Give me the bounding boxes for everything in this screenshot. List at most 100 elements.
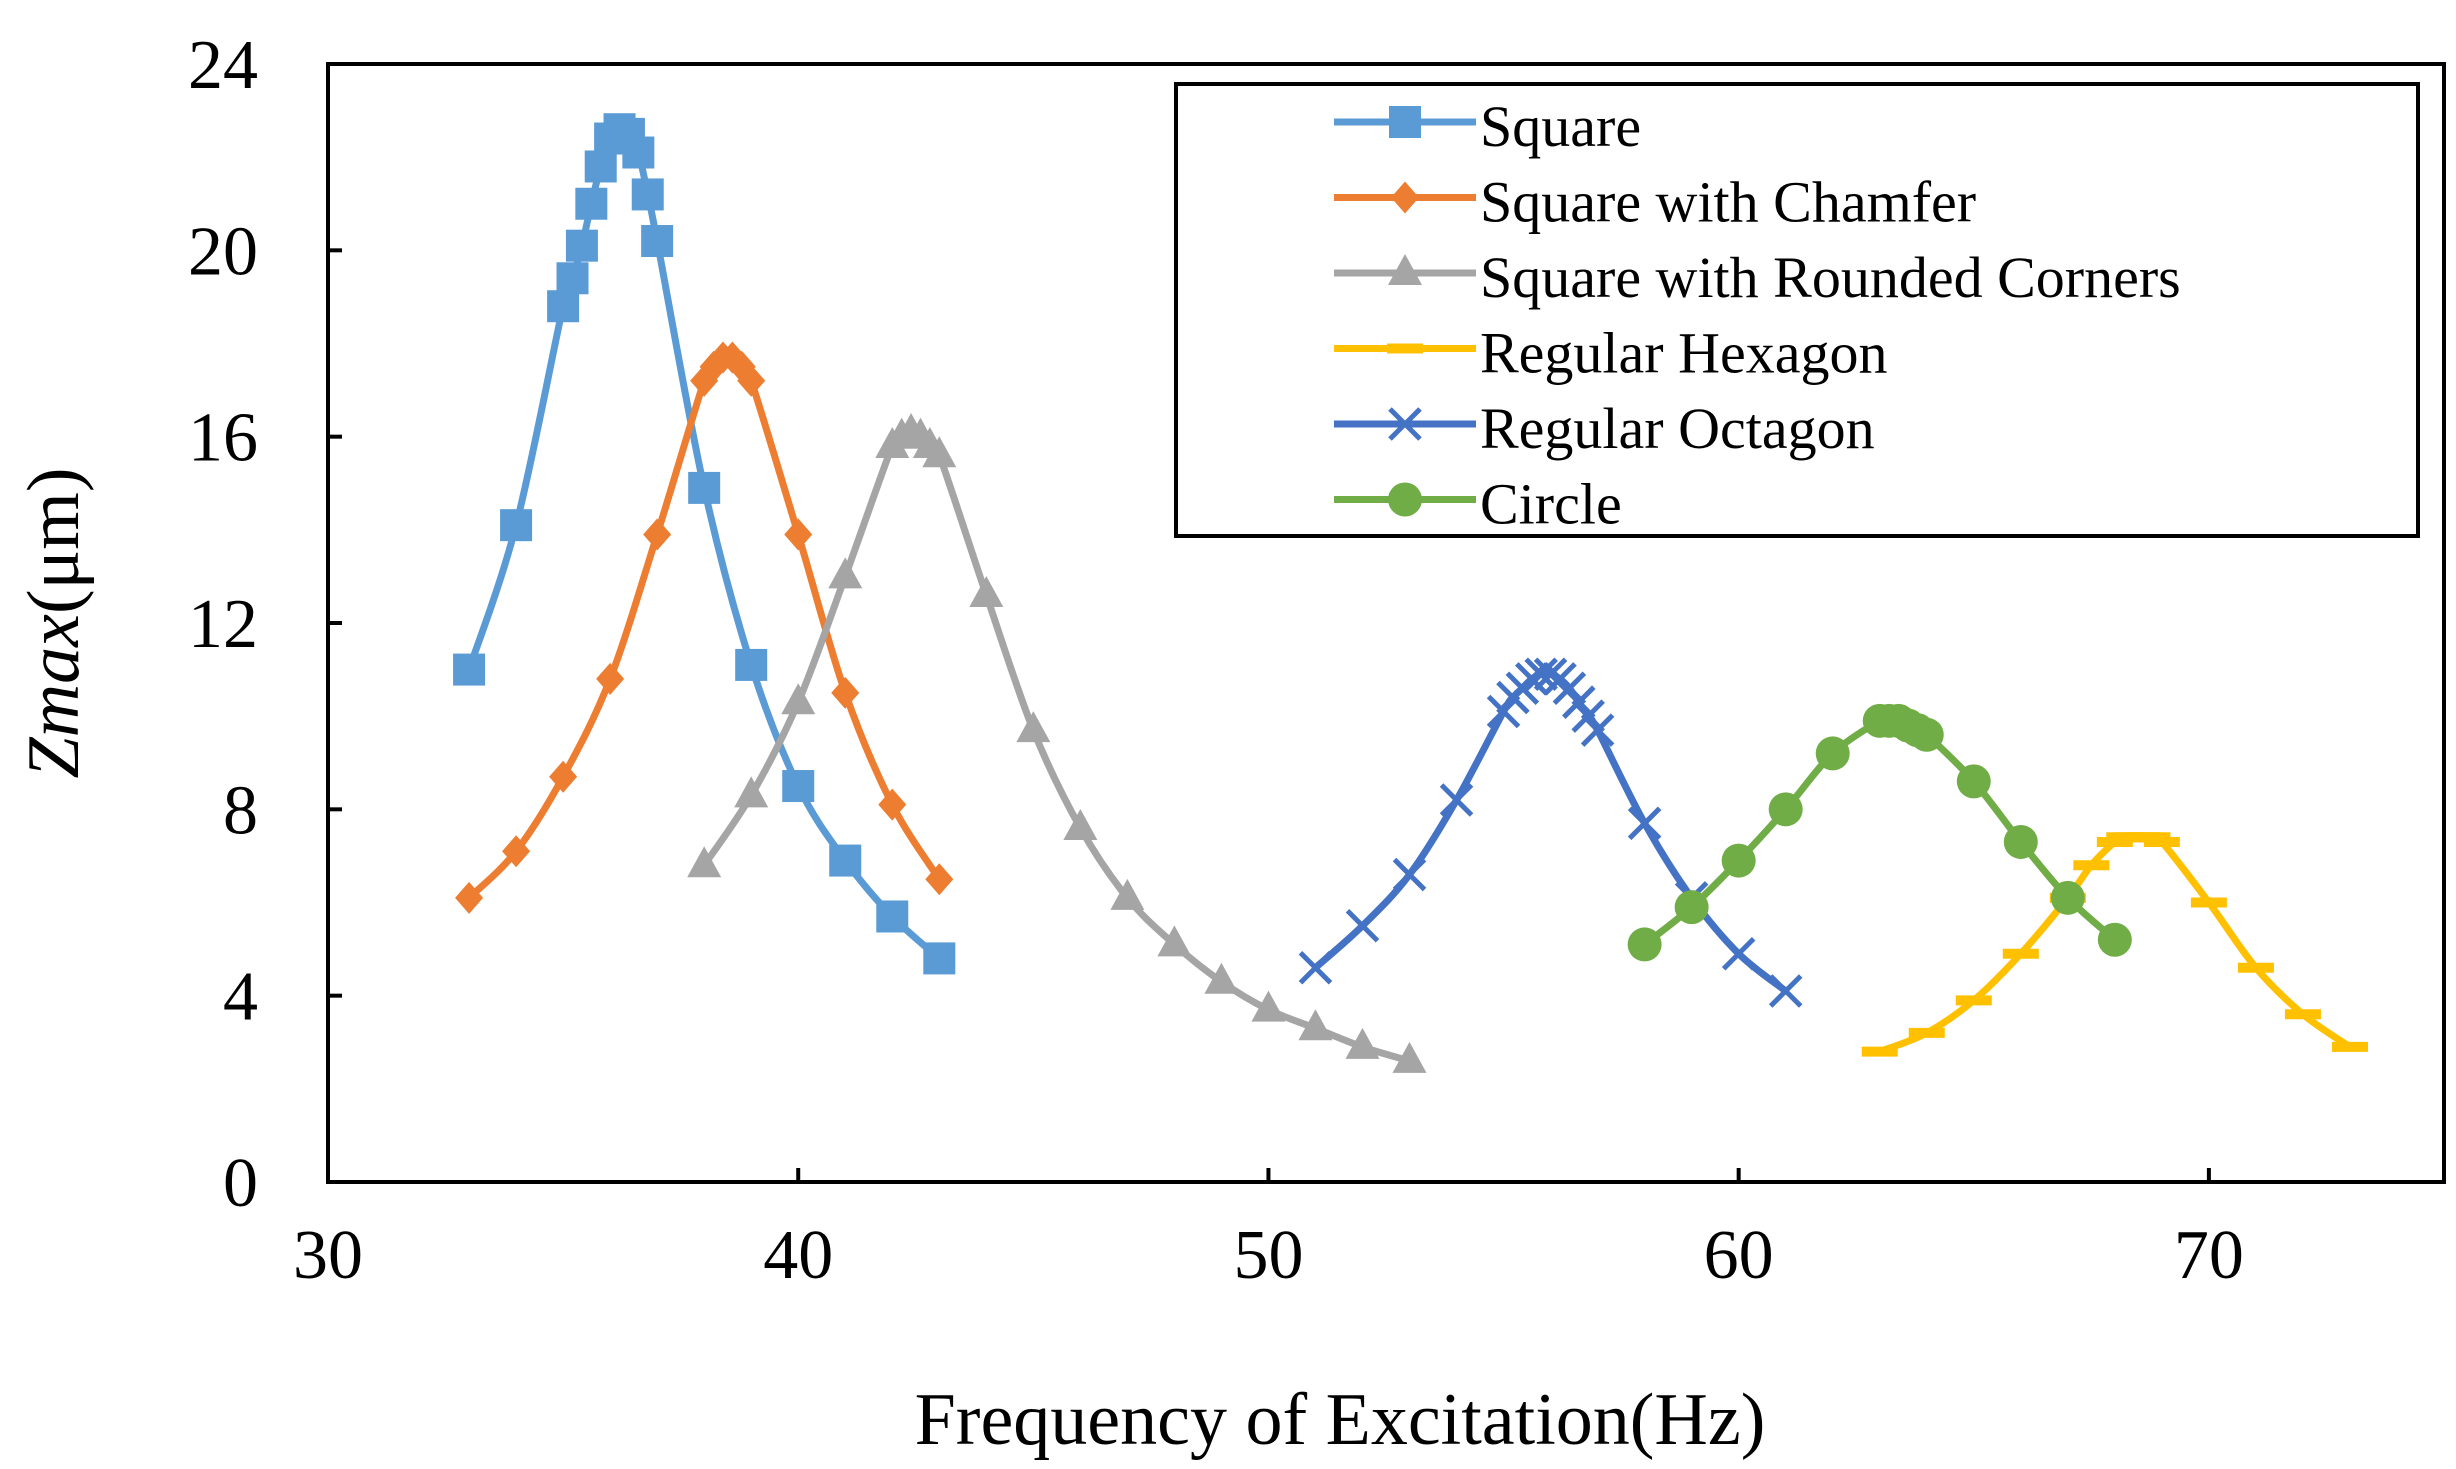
data-point-square — [556, 262, 589, 295]
series-square — [453, 113, 956, 975]
data-point-circle — [2003, 824, 2038, 859]
legend-marker-square — [1389, 106, 1421, 138]
data-point-circle — [1956, 764, 1991, 799]
data-point-square-with-rounded-corners — [687, 846, 722, 878]
x-axis-label: Frequency of Excitation(Hz) — [915, 1379, 1766, 1461]
legend-label: Circle — [1480, 472, 1622, 537]
data-point-square — [565, 229, 598, 262]
series-square-with-rounded-corners — [687, 413, 1427, 1073]
x-tick-label: 50 — [1233, 1217, 1303, 1294]
data-point-regular-octagon — [1298, 950, 1333, 985]
data-point-circle — [1627, 927, 1662, 962]
data-point-square — [735, 648, 768, 681]
data-point-circle — [2050, 880, 2085, 915]
legend-item-square: Square — [1334, 94, 1641, 159]
x-tick-label: 40 — [763, 1217, 833, 1294]
data-point-circle — [1674, 890, 1709, 925]
data-point-square-with-rounded-corners — [969, 576, 1004, 608]
data-point-square-with-rounded-corners — [1110, 878, 1145, 910]
y-axis-label-variable: Zmax — [13, 614, 95, 779]
data-point-square-with-chamfer — [784, 518, 813, 551]
data-point-square-with-chamfer — [549, 760, 578, 793]
data-point-square-with-rounded-corners — [1345, 1027, 1380, 1059]
data-point-square-with-chamfer — [502, 835, 531, 868]
legend-marker-circle — [1388, 482, 1422, 517]
data-point-square-with-rounded-corners — [922, 436, 957, 468]
data-point-square — [829, 844, 862, 877]
data-point-circle — [1815, 736, 1850, 771]
series-regular-octagon — [1298, 657, 1803, 1008]
y-tick-label: 8 — [223, 772, 258, 849]
y-tick-label: 16 — [188, 400, 258, 477]
series-circle — [1627, 703, 2132, 962]
legend-item-square-with-chamfer: Square with Chamfer — [1334, 170, 1976, 235]
legend: Square Square with Chamfer Square with Rou… — [1174, 82, 2420, 538]
data-point-square — [631, 178, 664, 211]
legend-item-square-with-rounded-corners: Square with Rounded Corners — [1334, 245, 2181, 310]
data-point-regular-octagon — [1345, 909, 1380, 943]
data-point-square-with-rounded-corners — [1204, 962, 1239, 994]
data-point-square — [688, 471, 721, 504]
legend-item-circle: Circle — [1334, 472, 1622, 537]
legend-label: Square with Rounded Corners — [1480, 245, 2181, 310]
legend-label: Square — [1480, 94, 1641, 159]
data-point-square-with-rounded-corners — [781, 683, 816, 715]
data-point-square — [641, 225, 674, 258]
legend-marker-regular-octagon — [1388, 407, 1422, 441]
data-point-circle — [1909, 717, 1944, 752]
data-point-square — [453, 653, 486, 686]
series-square-with-chamfer — [455, 341, 954, 914]
legend-label: Regular Hexagon — [1480, 321, 1887, 386]
data-point-square-with-rounded-corners — [1016, 711, 1051, 743]
legend-item-regular-octagon: Regular Octagon — [1334, 396, 1875, 461]
data-point-square — [622, 136, 655, 169]
data-point-square-with-chamfer — [878, 788, 907, 821]
data-point-square-with-chamfer — [643, 518, 672, 551]
y-axis-ticks: 0 4 8 12 16 20 24 — [188, 27, 342, 1222]
data-point-regular-octagon — [1768, 974, 1803, 1008]
y-axis-label-unit: (μm) — [13, 468, 95, 615]
data-point-regular-octagon — [1627, 806, 1662, 841]
data-point-square — [547, 290, 580, 323]
data-point-square-with-chamfer — [831, 676, 860, 709]
data-point-regular-octagon — [1392, 857, 1427, 892]
x-axis-ticks: 30 40 50 60 70 — [293, 1168, 2244, 1294]
data-point-circle — [1768, 792, 1803, 827]
legend-box — [1174, 82, 2420, 538]
legend-items: Square Square with Chamfer Square with Rou… — [1334, 94, 2181, 537]
data-point-square-with-rounded-corners — [1298, 1009, 1333, 1041]
data-point-regular-octagon — [1721, 936, 1756, 971]
data-point-square-with-rounded-corners — [1392, 1041, 1427, 1073]
data-point-square-with-rounded-corners — [1251, 990, 1286, 1022]
data-point-square-with-chamfer — [455, 881, 484, 914]
data-point-circle — [2097, 922, 2132, 957]
x-tick-label: 70 — [2174, 1217, 2244, 1294]
data-point-square-with-rounded-corners — [1063, 808, 1098, 840]
data-point-square — [584, 150, 617, 183]
y-axis-label: Zmax(μm) — [13, 468, 95, 779]
data-point-regular-octagon — [1533, 657, 1568, 692]
y-tick-label: 0 — [223, 1145, 258, 1222]
y-tick-label: 24 — [188, 27, 258, 104]
legend-item-regular-hexagon: Regular Hexagon — [1334, 321, 1887, 386]
data-point-square — [500, 509, 533, 542]
data-point-regular-octagon — [1439, 783, 1474, 817]
legend-marker-square-with-chamfer — [1391, 181, 1419, 214]
data-point-square-with-rounded-corners — [828, 557, 863, 589]
data-point-square-with-chamfer — [737, 364, 766, 397]
series-regular-hexagon — [1861, 832, 2368, 1057]
legend-label: Regular Octagon — [1480, 396, 1875, 461]
data-point-square — [782, 770, 815, 803]
data-point-square-with-rounded-corners — [1157, 925, 1192, 957]
series-layer — [453, 113, 2368, 1073]
legend-marker-square-with-rounded-corners — [1388, 254, 1422, 285]
y-tick-label: 12 — [188, 586, 258, 663]
data-point-square — [575, 187, 608, 220]
legend-label: Square with Chamfer — [1480, 170, 1976, 235]
x-tick-label: 60 — [1704, 1217, 1774, 1294]
y-tick-label: 4 — [223, 959, 258, 1036]
data-point-square — [923, 942, 956, 975]
data-point-square-with-rounded-corners — [734, 776, 769, 808]
data-point-square — [876, 900, 909, 933]
